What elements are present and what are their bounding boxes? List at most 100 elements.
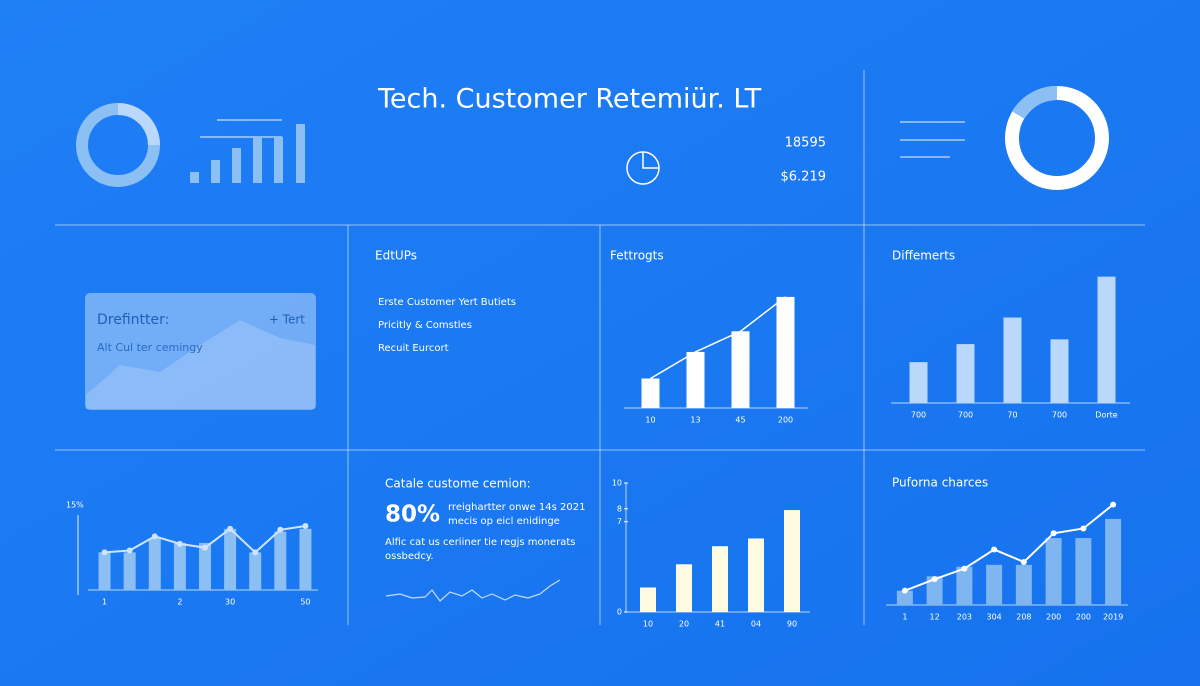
x-tick-label: 200 bbox=[1076, 613, 1091, 622]
sparkline bbox=[385, 579, 561, 602]
list-item: Pricitly & Comstles bbox=[378, 320, 472, 331]
line-point bbox=[1110, 501, 1117, 508]
bar bbox=[956, 566, 973, 605]
x-tick-label: 700 bbox=[1052, 411, 1067, 420]
line-point bbox=[302, 523, 309, 529]
x-tick-label: 70 bbox=[1007, 411, 1017, 420]
donut-segment bbox=[117, 103, 160, 146]
panel-title: Diffemerts bbox=[892, 249, 955, 263]
x-tick-label: Dorte bbox=[1095, 411, 1117, 420]
bar bbox=[1097, 276, 1116, 403]
line-point bbox=[1050, 530, 1057, 537]
stat-value: 80% bbox=[385, 502, 440, 528]
line-point bbox=[961, 565, 968, 572]
bar bbox=[986, 564, 1003, 605]
line-point bbox=[126, 547, 133, 554]
x-tick-label: 90 bbox=[787, 620, 797, 629]
bar bbox=[148, 538, 161, 590]
bar bbox=[299, 528, 312, 590]
line-point bbox=[901, 587, 908, 594]
x-tick-label: 45 bbox=[735, 416, 745, 425]
bar bbox=[776, 296, 795, 408]
bar bbox=[1050, 339, 1069, 403]
line-point bbox=[1080, 525, 1087, 532]
x-tick-label: 2 bbox=[177, 598, 182, 607]
bar bbox=[926, 576, 943, 605]
bar bbox=[98, 552, 111, 590]
bar bbox=[686, 351, 705, 408]
bar bbox=[748, 538, 764, 612]
line-point bbox=[151, 533, 158, 540]
x-tick-label: 200 bbox=[1046, 613, 1061, 622]
x-tick-label: 13 bbox=[690, 416, 700, 425]
x-tick-label: 04 bbox=[751, 620, 761, 629]
line-point bbox=[1020, 558, 1027, 565]
bar bbox=[676, 564, 692, 612]
line-point bbox=[931, 576, 938, 583]
x-tick-label: 50 bbox=[300, 598, 310, 607]
bar bbox=[1105, 518, 1122, 605]
x-tick-label: 41 bbox=[715, 620, 725, 629]
bar bbox=[909, 362, 928, 403]
x-tick-label: 10 bbox=[645, 416, 655, 425]
stat: 18595 bbox=[785, 136, 826, 151]
card-text: Alt Cul ter cemingy bbox=[97, 341, 203, 354]
bar bbox=[274, 531, 287, 590]
pie-icon-slice bbox=[642, 152, 659, 169]
line-point bbox=[252, 549, 259, 556]
mini-bars bbox=[190, 124, 305, 183]
panel-title: Fettrogts bbox=[610, 249, 664, 263]
panel-title: EdtUPs bbox=[375, 249, 417, 263]
x-tick-label: 200 bbox=[778, 416, 793, 425]
trend-line bbox=[650, 296, 786, 380]
bar bbox=[1003, 317, 1022, 403]
line-point bbox=[202, 544, 208, 551]
line-point bbox=[991, 546, 998, 553]
x-tick-label: 2019 bbox=[1103, 613, 1123, 622]
bar bbox=[249, 552, 262, 590]
page-title: Tech. Customer Retemiür. LT bbox=[377, 84, 762, 115]
y-tick-label: 10 bbox=[612, 479, 622, 488]
card-area bbox=[86, 320, 315, 409]
line-point bbox=[101, 549, 108, 556]
x-tick-label: 10 bbox=[643, 620, 653, 629]
card-title: Drefintter: bbox=[97, 312, 169, 328]
x-tick-label: 700 bbox=[958, 411, 973, 420]
stat: $6.219 bbox=[781, 170, 827, 185]
axis-label: 15% bbox=[66, 501, 84, 510]
stat-text: Alfic cat us ceriiner tie regjs monerats bbox=[385, 537, 575, 548]
bar bbox=[199, 542, 211, 590]
y-tick-label: 7 bbox=[617, 517, 622, 526]
stat-note: rreighartter onwe 14s 2021 bbox=[448, 502, 586, 513]
card-action[interactable]: + Tert bbox=[269, 313, 305, 327]
x-tick-label: 208 bbox=[1016, 613, 1031, 622]
list-item: Erste Customer Yert Butiets bbox=[378, 297, 516, 308]
line-point bbox=[227, 525, 234, 532]
stat-note: mecis op eicl enidinge bbox=[448, 516, 560, 527]
x-tick-label: 700 bbox=[911, 411, 926, 420]
x-tick-label: 20 bbox=[679, 620, 689, 629]
line-point bbox=[176, 540, 183, 547]
donut-segment bbox=[1011, 85, 1058, 119]
line bbox=[904, 503, 1114, 592]
x-tick-label: 1 bbox=[902, 613, 907, 622]
bar bbox=[641, 378, 660, 408]
bar bbox=[784, 510, 800, 612]
list-item: Recuit Eurcort bbox=[378, 343, 449, 354]
bar bbox=[123, 552, 136, 590]
card[interactable] bbox=[85, 293, 316, 410]
bar bbox=[712, 546, 728, 612]
x-tick-label: 1 bbox=[102, 598, 107, 607]
bar bbox=[224, 528, 237, 590]
panel-title: Puforna charces bbox=[892, 476, 988, 490]
bar bbox=[1075, 538, 1092, 605]
bar bbox=[1045, 538, 1062, 605]
bar bbox=[956, 344, 975, 403]
x-tick-label: 12 bbox=[930, 613, 940, 622]
panel-title: Catale custome cemion: bbox=[385, 477, 531, 491]
bar bbox=[1015, 564, 1032, 605]
line-point bbox=[277, 526, 284, 533]
bar bbox=[731, 331, 750, 408]
x-tick-label: 30 bbox=[225, 598, 235, 607]
